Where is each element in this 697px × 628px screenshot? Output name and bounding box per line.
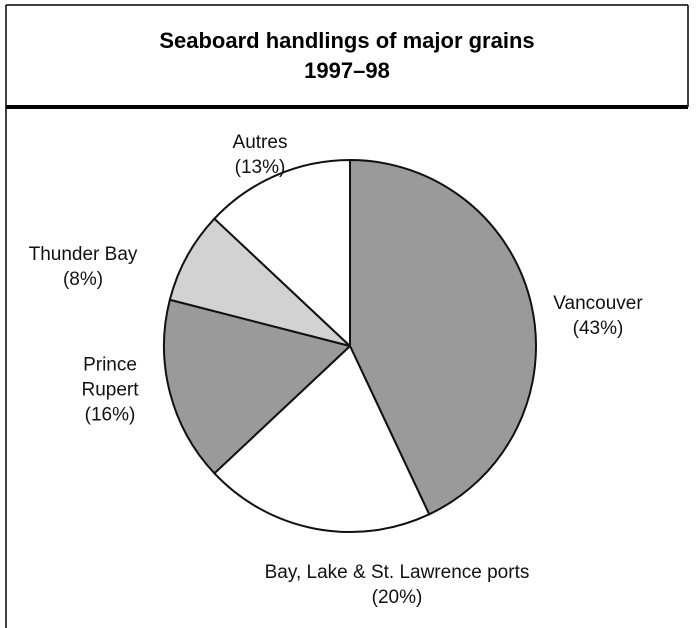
value-label: (43%)	[572, 318, 624, 339]
pie-slice	[168, 217, 351, 347]
value-label: (20%)	[371, 587, 423, 608]
slice-label: Autres (13%)	[200, 130, 320, 180]
pie-slice	[163, 298, 351, 475]
value-label: (16%)	[84, 404, 136, 426]
pie-slice	[349, 159, 537, 516]
chart-subtitle: 1997–98	[304, 58, 390, 83]
category-label: Thunder Bay	[28, 244, 138, 265]
slice-label: Bay, Lake & St. Lawrence ports (20%)	[217, 560, 577, 610]
category-label: Prince Rupert	[81, 354, 139, 401]
slice-label: Vancouver (43%)	[518, 291, 678, 341]
pie-slice	[213, 159, 351, 347]
slice-label: Prince Rupert (16%)	[65, 353, 155, 428]
category-label: Bay, Lake & St. Lawrence ports	[264, 562, 530, 583]
category-label: Vancouver	[553, 293, 643, 314]
chart-title: Seaboard handlings of major grains	[159, 28, 535, 53]
category-label: Autres	[232, 132, 288, 153]
slice-label: Thunder Bay (8%)	[3, 242, 163, 292]
value-label: (13%)	[234, 157, 286, 178]
pie-slice	[213, 345, 431, 533]
value-label: (8%)	[62, 269, 104, 290]
